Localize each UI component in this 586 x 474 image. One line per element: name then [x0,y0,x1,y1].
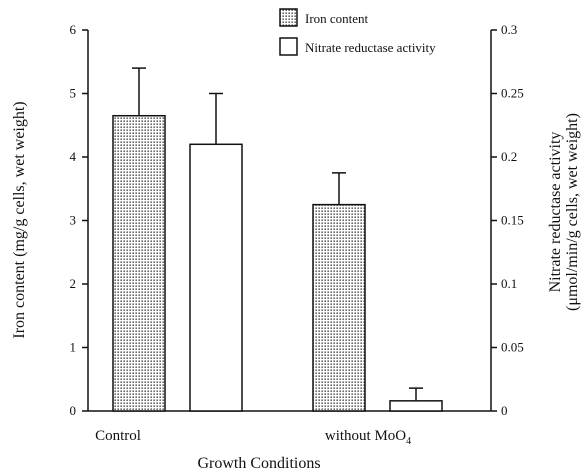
right-axis-ticks: 0 0.05 0.1 0.15 0.2 0.25 0.3 [491,22,524,418]
right-axis-title: Nitrate reductase activity [547,132,564,293]
legend-label-nitrate-reductase: Nitrate reductase activity [305,40,436,55]
right-tick-label: 0.1 [501,276,517,291]
right-tick-label: 0.15 [501,213,524,228]
bar [312,203,366,412]
legend: Iron content Nitrate reductase activity [279,8,436,56]
left-tick-label: 0 [70,403,77,418]
bars [112,67,443,412]
bar [189,143,243,412]
bar [112,114,166,412]
right-tick-label: 0.25 [501,86,524,101]
left-tick-label: 2 [70,276,77,291]
legend-swatch-iron-content [279,8,298,27]
bar [389,400,443,412]
left-tick-label: 6 [70,22,77,37]
left-tick-label: 4 [70,149,77,164]
left-tick-label: 1 [70,340,77,355]
right-tick-label: 0.2 [501,149,517,164]
x-axis-title: Growth Conditions [197,455,320,472]
legend-swatch-nitrate-reductase [279,37,298,56]
legend-label-iron-content: Iron content [305,11,369,26]
right-tick-label: 0.3 [501,22,517,37]
category-label-without-moo4: without MoO4 [325,428,411,447]
left-tick-label: 3 [70,213,77,228]
right-tick-label: 0.05 [501,340,524,355]
left-axis-title: Iron content (mg/g cells, wet weight) [11,101,28,338]
left-axis-ticks: 0 1 2 3 4 5 6 [70,22,88,418]
right-tick-label: 0 [501,403,508,418]
category-label-control: Control [95,428,141,444]
right-axis-title-units: (μmol/min/g cells, wet weight) [564,113,581,311]
left-tick-label: 5 [70,86,77,101]
